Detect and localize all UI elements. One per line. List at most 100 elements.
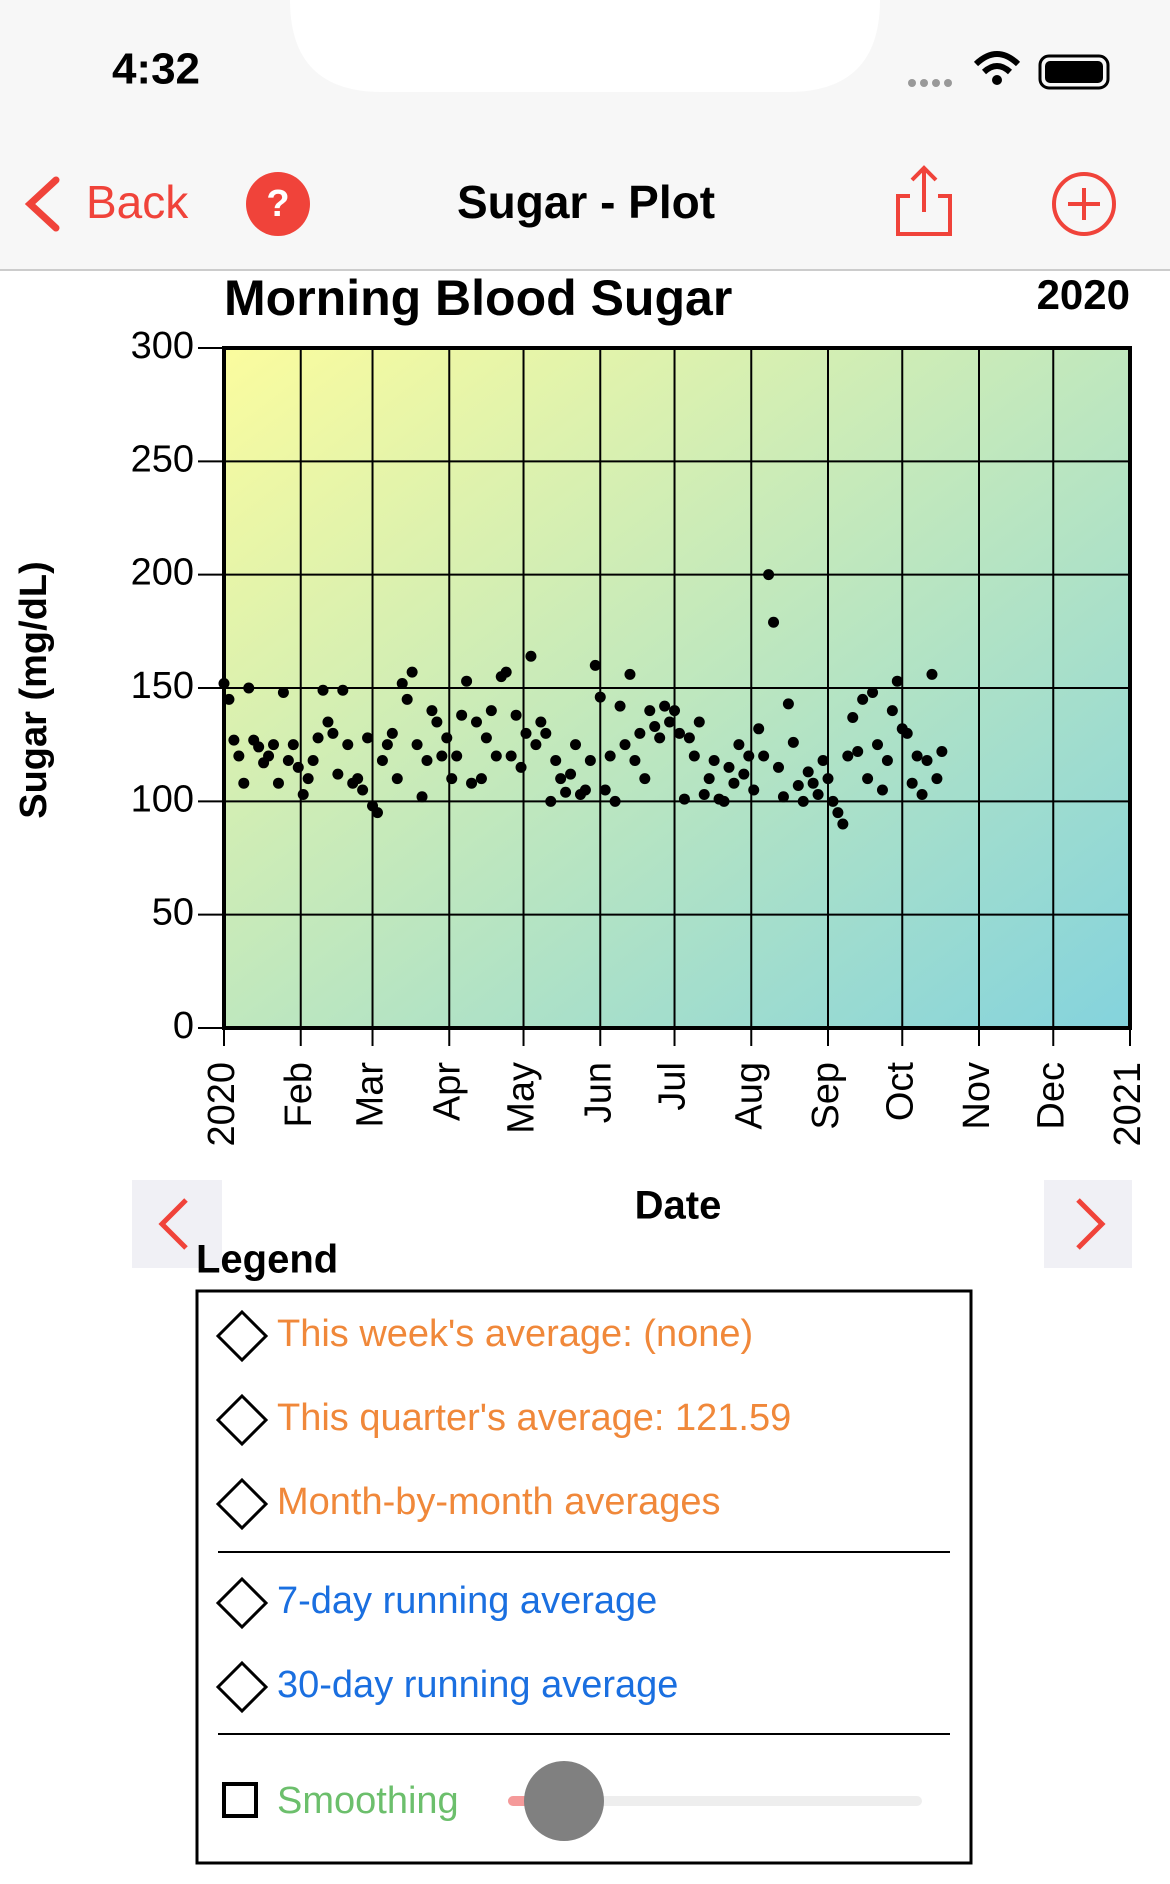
- legend-item[interactable]: This quarter's average: 121.59: [277, 1397, 791, 1439]
- data-point: [391, 773, 403, 785]
- y-tick-label: 300: [131, 325, 194, 367]
- data-point: [292, 761, 304, 773]
- data-point: [337, 684, 349, 696]
- data-point: [763, 569, 775, 581]
- data-point: [540, 727, 552, 739]
- legend-item[interactable]: This week's average: (none): [277, 1313, 753, 1355]
- data-point: [535, 716, 547, 728]
- data-point: [357, 784, 369, 796]
- data-point: [411, 739, 423, 751]
- x-tick-label: 2020: [201, 1062, 243, 1147]
- data-point: [609, 795, 621, 807]
- data-point: [678, 793, 690, 805]
- share-button[interactable]: [896, 165, 952, 236]
- prev-chevron[interactable]: [158, 1198, 188, 1250]
- x-tick-label: Jul: [652, 1062, 694, 1111]
- smoothing-label[interactable]: Smoothing: [277, 1780, 459, 1822]
- data-point: [614, 700, 626, 712]
- legend-diamond[interactable]: [215, 1393, 269, 1447]
- data-point: [797, 795, 809, 807]
- help-button[interactable]: [246, 172, 310, 236]
- back-chevron[interactable]: [24, 176, 60, 232]
- data-point: [743, 750, 755, 762]
- legend-item[interactable]: 30-day running average: [277, 1664, 678, 1706]
- data-point: [782, 698, 794, 710]
- legend-diamond[interactable]: [215, 1309, 269, 1363]
- data-point: [624, 668, 636, 680]
- data-point: [451, 750, 463, 762]
- data-point: [891, 675, 903, 687]
- x-tick-label: Sep: [805, 1062, 847, 1130]
- nav-title: Sugar - Plot: [457, 176, 715, 228]
- data-point: [431, 716, 443, 728]
- data-point: [579, 784, 591, 796]
- data-point: [807, 777, 819, 789]
- data-point: [708, 755, 720, 767]
- help-label[interactable]: ?: [266, 183, 289, 225]
- next-button[interactable]: [1044, 1180, 1132, 1268]
- data-point: [599, 784, 611, 796]
- data-point: [545, 795, 557, 807]
- data-point: [926, 668, 938, 680]
- data-point: [911, 750, 923, 762]
- data-point: [777, 791, 789, 803]
- prev-button[interactable]: [132, 1180, 222, 1268]
- data-point: [312, 732, 324, 744]
- data-point: [802, 766, 814, 778]
- data-point: [515, 761, 527, 773]
- legend-item[interactable]: 7-day running average: [277, 1580, 657, 1622]
- data-point: [406, 666, 418, 678]
- data-point: [827, 795, 839, 807]
- y-tick-label: 0: [173, 1005, 194, 1047]
- data-point: [570, 739, 582, 751]
- data-point: [362, 732, 374, 744]
- slider-track[interactable]: [508, 1796, 922, 1806]
- chart-title: Morning Blood Sugar: [224, 270, 732, 326]
- smoothing-checkbox[interactable]: [222, 1782, 258, 1818]
- x-tick-label: Mar: [350, 1062, 392, 1128]
- data-point: [441, 732, 453, 744]
- data-point: [446, 773, 458, 785]
- legend-diamond[interactable]: [215, 1576, 269, 1630]
- data-point: [555, 773, 567, 785]
- data-point: [317, 684, 329, 696]
- data-point: [550, 755, 562, 767]
- data-point: [683, 732, 695, 744]
- data-point: [307, 755, 319, 767]
- data-point: [654, 732, 666, 744]
- data-point: [867, 687, 879, 699]
- status-time: 4:32: [112, 45, 200, 94]
- data-point: [352, 773, 364, 785]
- data-point: [426, 705, 438, 717]
- data-point: [673, 727, 685, 739]
- data-point: [619, 739, 631, 751]
- legend-diamond[interactable]: [215, 1477, 269, 1531]
- data-point: [817, 755, 829, 767]
- slider-thumb[interactable]: [524, 1761, 604, 1841]
- data-point: [233, 750, 245, 762]
- data-point: [664, 716, 676, 728]
- data-point: [376, 755, 388, 767]
- data-point: [287, 739, 299, 751]
- data-point: [416, 791, 428, 803]
- legend-item[interactable]: Month-by-month averages: [277, 1481, 721, 1523]
- data-point: [649, 721, 661, 733]
- data-point: [282, 755, 294, 767]
- legend-diamond[interactable]: [215, 1660, 269, 1714]
- data-point: [916, 789, 928, 801]
- y-tick-label: 200: [131, 552, 194, 594]
- chart-year: 2020: [1037, 271, 1130, 318]
- data-point: [223, 693, 235, 705]
- x-tick-label: Feb: [278, 1062, 320, 1127]
- add-button[interactable]: [1052, 172, 1116, 236]
- data-point: [698, 789, 710, 801]
- y-tick-label: 150: [131, 665, 194, 707]
- data-point: [272, 777, 284, 789]
- data-point: [520, 727, 532, 739]
- back-button[interactable]: Back: [86, 176, 189, 228]
- next-chevron[interactable]: [1076, 1198, 1106, 1250]
- data-point: [584, 755, 596, 767]
- data-point: [862, 773, 874, 785]
- data-point: [322, 716, 334, 728]
